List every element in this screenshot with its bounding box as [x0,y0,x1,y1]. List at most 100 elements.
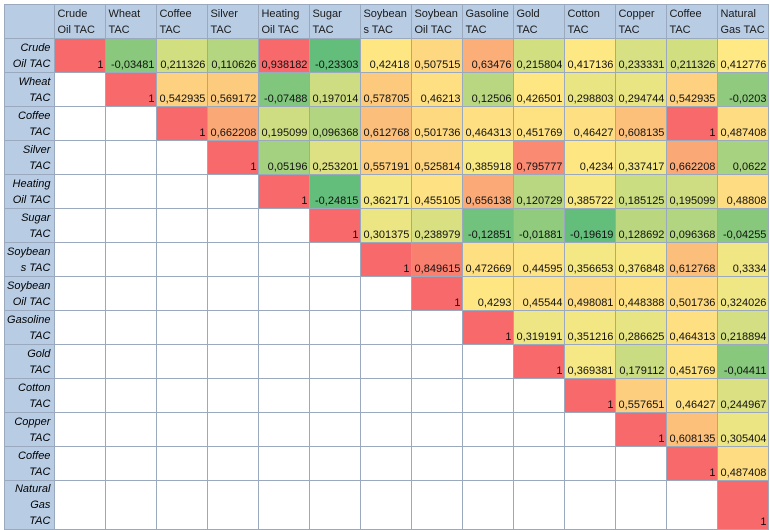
correlation-cell[interactable]: 0,448388 [615,276,668,311]
row-header[interactable]: Copper TAC [3,412,56,447]
correlation-cell[interactable]: 0,46427 [564,106,617,141]
row-header[interactable]: Crude Oil TAC [3,38,56,73]
correlation-cell[interactable]: 0,185125 [615,174,668,209]
correlation-cell[interactable]: 1 [615,412,668,447]
empty-cell[interactable] [105,106,158,141]
empty-cell[interactable] [54,412,107,447]
row-header[interactable]: Heating Oil TAC [3,174,56,209]
empty-cell[interactable] [207,412,260,447]
empty-cell[interactable] [156,208,209,243]
column-header[interactable]: Gold TAC [513,4,566,39]
empty-cell[interactable] [411,378,464,413]
correlation-cell[interactable]: 0,369381 [564,344,617,379]
empty-cell[interactable] [462,480,515,530]
column-header[interactable]: Natural Gas TAC [717,4,770,39]
empty-cell[interactable] [207,344,260,379]
column-header[interactable]: Soybean s TAC [360,4,413,39]
correlation-cell[interactable]: 0,612768 [666,242,719,277]
empty-cell[interactable] [207,208,260,243]
empty-cell[interactable] [309,310,362,345]
correlation-cell[interactable]: 0,244967 [717,378,770,413]
row-header[interactable]: Gold TAC [3,344,56,379]
empty-cell[interactable] [411,446,464,481]
column-header[interactable]: Sugar TAC [309,4,362,39]
correlation-cell[interactable]: 0,464313 [666,310,719,345]
correlation-cell[interactable]: 0,385918 [462,140,515,175]
empty-cell[interactable] [105,446,158,481]
correlation-cell[interactable]: 1 [309,208,362,243]
correlation-cell[interactable]: 1 [513,344,566,379]
correlation-cell[interactable]: -0,01881 [513,208,566,243]
correlation-cell[interactable]: 0,337417 [615,140,668,175]
correlation-cell[interactable]: 0,455105 [411,174,464,209]
empty-cell[interactable] [360,446,413,481]
empty-cell[interactable] [207,446,260,481]
correlation-cell[interactable]: 0,662208 [666,140,719,175]
column-header[interactable]: Coffee TAC [156,4,209,39]
correlation-cell[interactable]: 0,324026 [717,276,770,311]
empty-cell[interactable] [462,378,515,413]
empty-cell[interactable] [156,480,209,530]
empty-cell[interactable] [360,378,413,413]
empty-cell[interactable] [258,446,311,481]
empty-cell[interactable] [156,446,209,481]
column-header[interactable]: Wheat TAC [105,4,158,39]
correlation-cell[interactable]: 0,451769 [513,106,566,141]
empty-cell[interactable] [54,446,107,481]
correlation-cell[interactable]: 0,120729 [513,174,566,209]
correlation-cell[interactable]: 0,211326 [156,38,209,73]
row-header[interactable]: Cotton TAC [3,378,56,413]
correlation-cell[interactable]: 0,195099 [258,106,311,141]
correlation-cell[interactable]: 0,46427 [666,378,719,413]
correlation-cell[interactable]: 0,197014 [309,72,362,107]
correlation-cell[interactable]: 0,557191 [360,140,413,175]
empty-cell[interactable] [207,310,260,345]
correlation-cell[interactable]: 0,294744 [615,72,668,107]
empty-cell[interactable] [258,378,311,413]
correlation-cell[interactable]: 0,542935 [156,72,209,107]
empty-cell[interactable] [54,208,107,243]
correlation-cell[interactable]: 0,305404 [717,412,770,447]
empty-cell[interactable] [156,412,209,447]
empty-cell[interactable] [411,310,464,345]
correlation-cell[interactable]: 0,110626 [207,38,260,73]
row-header[interactable]: Coffee TAC [3,106,56,141]
empty-cell[interactable] [156,140,209,175]
correlation-cell[interactable]: 0,42418 [360,38,413,73]
empty-cell[interactable] [207,480,260,530]
empty-cell[interactable] [207,378,260,413]
row-header[interactable]: Silver TAC [3,140,56,175]
empty-cell[interactable] [513,378,566,413]
column-header[interactable]: Crude Oil TAC [54,4,107,39]
empty-cell[interactable] [258,480,311,530]
column-header[interactable]: Coffee TAC [666,4,719,39]
column-header[interactable]: Cotton TAC [564,4,617,39]
empty-cell[interactable] [156,378,209,413]
empty-cell[interactable] [258,242,311,277]
correlation-cell[interactable]: 0,656138 [462,174,515,209]
correlation-cell[interactable]: 0,385722 [564,174,617,209]
correlation-cell[interactable]: 0,362171 [360,174,413,209]
correlation-cell[interactable]: 0,795777 [513,140,566,175]
empty-cell[interactable] [54,344,107,379]
empty-cell[interactable] [54,242,107,277]
empty-cell[interactable] [615,480,668,530]
empty-cell[interactable] [462,344,515,379]
correlation-cell[interactable]: 0,608135 [666,412,719,447]
correlation-cell[interactable]: 0,0622 [717,140,770,175]
correlation-cell[interactable]: 0,05196 [258,140,311,175]
correlation-cell[interactable]: 1 [360,242,413,277]
empty-cell[interactable] [105,480,158,530]
empty-cell[interactable] [54,480,107,530]
empty-cell[interactable] [360,310,413,345]
correlation-cell[interactable]: -0,24815 [309,174,362,209]
correlation-cell[interactable]: -0,0203 [717,72,770,107]
empty-cell[interactable] [258,276,311,311]
correlation-cell[interactable]: 0,63476 [462,38,515,73]
column-header[interactable]: Copper TAC [615,4,668,39]
correlation-cell[interactable]: 0,451769 [666,344,719,379]
correlation-cell[interactable]: 0,487408 [717,106,770,141]
correlation-cell[interactable]: 0,45544 [513,276,566,311]
correlation-cell[interactable]: 1 [717,480,770,530]
empty-cell[interactable] [564,412,617,447]
